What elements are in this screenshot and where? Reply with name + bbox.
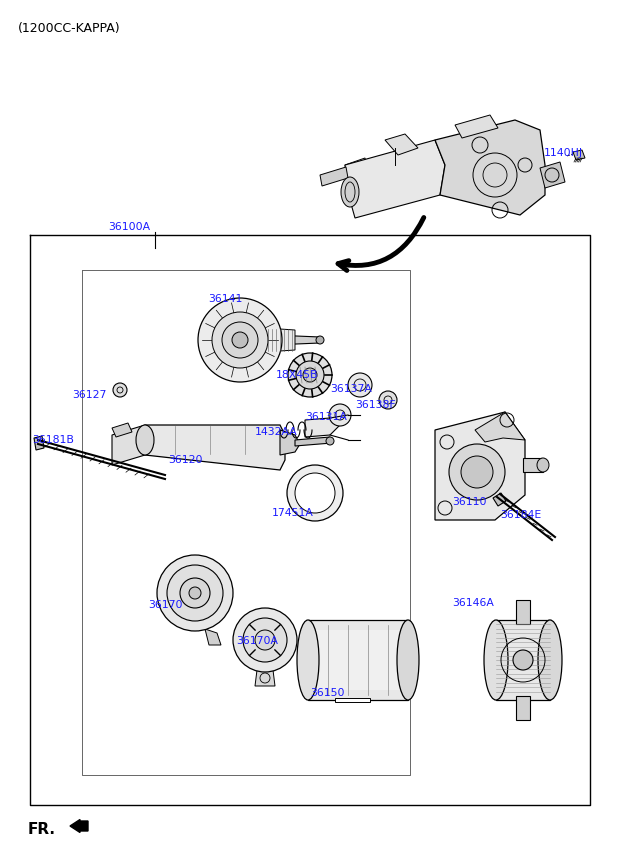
Ellipse shape xyxy=(484,620,508,700)
Polygon shape xyxy=(435,412,525,520)
Polygon shape xyxy=(295,437,332,446)
Ellipse shape xyxy=(297,620,319,700)
Ellipse shape xyxy=(329,404,351,426)
Ellipse shape xyxy=(233,608,297,672)
Polygon shape xyxy=(305,418,340,437)
Ellipse shape xyxy=(538,620,562,700)
Ellipse shape xyxy=(397,620,419,700)
Text: 36141: 36141 xyxy=(208,294,242,304)
Text: 36138F: 36138F xyxy=(355,400,396,410)
Ellipse shape xyxy=(222,322,258,358)
Polygon shape xyxy=(516,600,530,624)
Ellipse shape xyxy=(296,361,324,389)
Ellipse shape xyxy=(243,618,287,662)
Polygon shape xyxy=(280,430,300,455)
Text: 36137A: 36137A xyxy=(330,384,372,394)
Polygon shape xyxy=(335,698,370,702)
Ellipse shape xyxy=(113,383,127,397)
Ellipse shape xyxy=(303,368,317,382)
Ellipse shape xyxy=(189,587,201,599)
Text: 36150: 36150 xyxy=(310,688,345,698)
Ellipse shape xyxy=(537,458,549,472)
Ellipse shape xyxy=(348,373,372,397)
Polygon shape xyxy=(308,620,408,700)
Ellipse shape xyxy=(287,465,343,521)
Text: 36100A: 36100A xyxy=(108,222,150,232)
Polygon shape xyxy=(265,328,295,352)
Ellipse shape xyxy=(461,456,493,488)
Polygon shape xyxy=(523,458,543,472)
Polygon shape xyxy=(320,167,348,186)
Polygon shape xyxy=(540,162,565,188)
Polygon shape xyxy=(255,670,275,686)
Ellipse shape xyxy=(341,177,359,207)
Polygon shape xyxy=(112,425,145,465)
Text: (1200CC-KAPPA): (1200CC-KAPPA) xyxy=(18,22,121,35)
Text: 36170A: 36170A xyxy=(236,636,278,646)
Ellipse shape xyxy=(316,336,324,344)
Polygon shape xyxy=(493,493,506,506)
Polygon shape xyxy=(34,436,44,450)
Ellipse shape xyxy=(136,425,154,455)
Polygon shape xyxy=(435,120,545,215)
Text: 18X45B: 18X45B xyxy=(276,370,319,380)
Text: 36181B: 36181B xyxy=(32,435,74,445)
Text: 36110: 36110 xyxy=(452,497,487,507)
Polygon shape xyxy=(455,115,498,138)
Ellipse shape xyxy=(326,437,334,445)
Text: 36184E: 36184E xyxy=(500,510,541,520)
Polygon shape xyxy=(385,134,418,155)
Ellipse shape xyxy=(180,578,210,608)
Polygon shape xyxy=(475,412,525,442)
Polygon shape xyxy=(145,425,285,470)
Ellipse shape xyxy=(157,555,233,631)
Text: 36131A: 36131A xyxy=(305,412,347,422)
Polygon shape xyxy=(308,630,408,690)
Ellipse shape xyxy=(513,650,533,670)
Text: 1432AA: 1432AA xyxy=(255,427,298,437)
Ellipse shape xyxy=(449,444,505,500)
Text: 36120: 36120 xyxy=(168,455,203,465)
Text: 1140HJ: 1140HJ xyxy=(544,148,583,158)
Ellipse shape xyxy=(255,630,275,650)
Polygon shape xyxy=(112,423,132,437)
Ellipse shape xyxy=(198,298,282,382)
Ellipse shape xyxy=(167,565,223,621)
Ellipse shape xyxy=(232,332,248,348)
Ellipse shape xyxy=(379,391,397,409)
Polygon shape xyxy=(573,150,585,160)
Polygon shape xyxy=(516,696,530,720)
Text: 36127: 36127 xyxy=(72,390,107,400)
Text: 36146A: 36146A xyxy=(452,598,494,608)
Text: 36170: 36170 xyxy=(148,600,182,610)
Ellipse shape xyxy=(212,312,268,368)
Polygon shape xyxy=(345,140,445,218)
Polygon shape xyxy=(345,158,370,186)
FancyArrow shape xyxy=(70,819,88,833)
Polygon shape xyxy=(205,629,221,645)
Text: FR.: FR. xyxy=(28,822,56,837)
Ellipse shape xyxy=(295,473,335,513)
Polygon shape xyxy=(496,620,550,700)
Ellipse shape xyxy=(288,353,332,397)
Polygon shape xyxy=(248,334,320,346)
Text: 17451A: 17451A xyxy=(272,508,314,518)
